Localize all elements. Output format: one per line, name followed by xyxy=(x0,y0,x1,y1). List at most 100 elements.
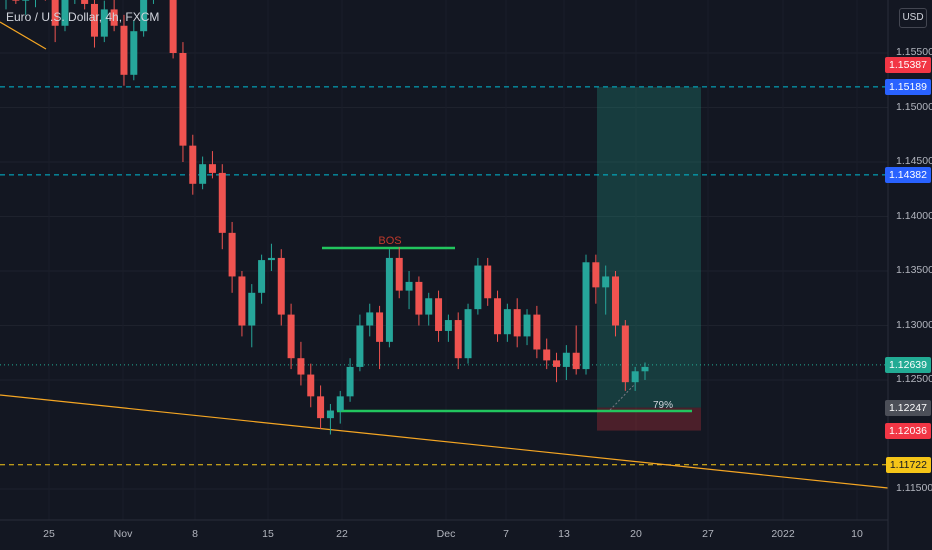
candle xyxy=(120,14,128,86)
candle xyxy=(61,0,69,32)
time-tick-label: Nov xyxy=(113,528,133,540)
candle xyxy=(228,221,236,293)
candle-body xyxy=(454,320,462,359)
candle-body xyxy=(90,3,98,37)
candle xyxy=(474,257,482,315)
candle xyxy=(562,345,570,380)
candle-body xyxy=(572,352,580,370)
candle-body xyxy=(81,0,89,4)
candle xyxy=(356,314,364,372)
candle-body xyxy=(425,298,433,315)
candle xyxy=(34,0,36,8)
symbol-title[interactable]: Euro / U.S. Dollar, 4h, FXCM xyxy=(6,10,160,24)
long-position-tool[interactable] xyxy=(597,86,701,431)
time-tick-label: 8 xyxy=(192,528,198,540)
candle xyxy=(415,276,423,326)
stop-zone[interactable] xyxy=(597,407,701,431)
candle-body xyxy=(336,396,344,411)
candle xyxy=(110,0,118,32)
candle-body xyxy=(582,262,590,370)
price-tag: 1.12247 xyxy=(885,399,931,416)
time-tick-label: 27 xyxy=(702,528,714,540)
candle-body xyxy=(228,232,236,277)
price-tick-label: 1.11500 xyxy=(896,482,932,494)
candle xyxy=(513,298,521,348)
candle-body xyxy=(503,309,511,335)
candle-body xyxy=(51,0,59,26)
candle xyxy=(130,20,138,81)
candle-body xyxy=(553,360,561,367)
candle xyxy=(12,0,20,4)
candle xyxy=(218,164,226,250)
trendline[interactable] xyxy=(0,394,889,489)
candle xyxy=(208,151,216,179)
candle xyxy=(395,247,403,299)
candle xyxy=(267,243,275,271)
price-tick-label: 1.13500 xyxy=(896,264,932,276)
target-zone[interactable] xyxy=(597,86,701,408)
candle-body xyxy=(474,265,482,310)
currency-button[interactable]: USD xyxy=(899,8,927,28)
horizontal-lines[interactable] xyxy=(0,86,888,466)
bos-label: BOS xyxy=(378,235,401,247)
trend-lines[interactable] xyxy=(0,21,889,489)
candle-body xyxy=(61,0,69,26)
candle-body xyxy=(189,145,197,184)
candle xyxy=(346,358,354,402)
candle xyxy=(582,254,590,375)
candle-body xyxy=(592,262,600,288)
candle xyxy=(523,309,531,346)
candle-body xyxy=(523,314,531,337)
price-tag: 1.12639 xyxy=(885,356,931,373)
candle xyxy=(602,265,610,315)
candle-body xyxy=(297,358,305,375)
candle xyxy=(454,312,462,370)
candle-body xyxy=(484,265,492,299)
candle-body xyxy=(366,312,374,326)
price-tag: 1.11722 xyxy=(885,456,931,473)
candle-body xyxy=(307,374,315,397)
candle-body xyxy=(346,366,354,397)
candle xyxy=(376,305,384,370)
price-tick-label: 1.13000 xyxy=(896,318,932,331)
candle-body xyxy=(405,281,413,291)
candle xyxy=(297,341,305,386)
candle xyxy=(612,271,620,337)
candle-body xyxy=(238,276,246,326)
candle xyxy=(621,320,629,391)
candle xyxy=(543,338,551,370)
fib-percent-label: 79% xyxy=(653,400,673,411)
price-tick-label: 1.14000 xyxy=(896,209,932,222)
candle xyxy=(444,314,452,342)
candle xyxy=(100,0,108,43)
candle xyxy=(317,385,325,430)
time-tick-label: 2022 xyxy=(771,528,795,540)
time-tick-label: 15 xyxy=(262,528,274,540)
time-tick-label: 22 xyxy=(336,528,348,540)
candle-body xyxy=(435,298,443,331)
candle-body xyxy=(543,349,551,361)
candle xyxy=(169,0,177,59)
price-tag: 1.15387 xyxy=(885,57,931,74)
candle-body xyxy=(110,9,118,26)
candle xyxy=(326,403,334,435)
candle xyxy=(277,249,285,326)
candle-body xyxy=(258,260,266,293)
candle-body xyxy=(277,257,285,315)
candle-body xyxy=(562,352,570,367)
candle-body xyxy=(513,309,521,337)
candle-body xyxy=(179,53,187,146)
candle-body xyxy=(22,0,30,1)
time-tick-label: 25 xyxy=(43,528,55,540)
time-tick-label: 10 xyxy=(851,528,863,540)
candle xyxy=(435,290,443,342)
candle-body xyxy=(326,410,334,419)
candle xyxy=(5,0,7,10)
time-tick-label: 7 xyxy=(503,528,509,540)
price-tick-label: 1.15000 xyxy=(896,100,932,113)
candle-body xyxy=(317,396,325,419)
trendline-short[interactable] xyxy=(0,21,47,50)
candle-body xyxy=(376,312,384,342)
candle xyxy=(425,292,433,326)
